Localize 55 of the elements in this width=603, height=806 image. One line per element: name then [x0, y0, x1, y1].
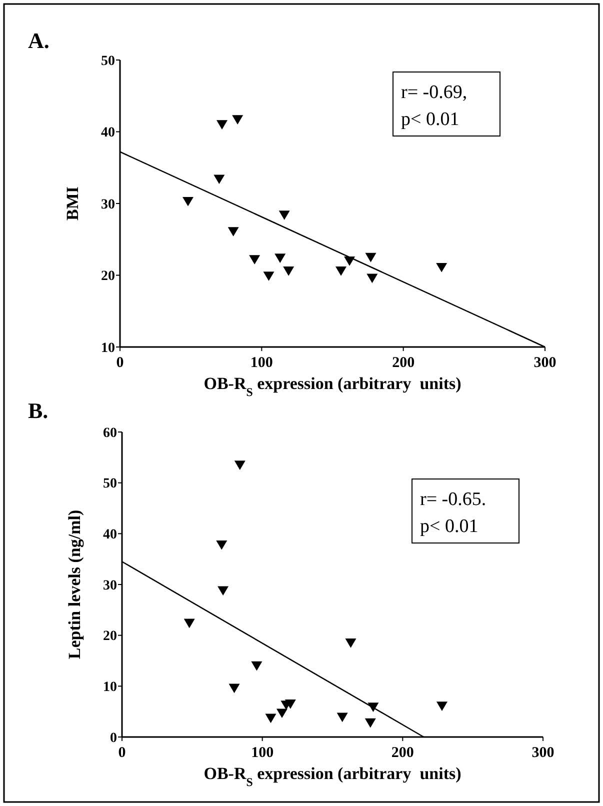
point	[345, 638, 356, 648]
point	[228, 684, 240, 694]
y-axis-title: BMI	[63, 186, 82, 220]
point	[278, 210, 290, 220]
point	[216, 120, 228, 130]
annotation: r= -0.69,	[401, 82, 468, 103]
point	[249, 255, 260, 264]
x-tick-label: 100	[250, 355, 273, 371]
point	[214, 174, 225, 184]
y-tick-label: 20	[103, 629, 117, 644]
point	[232, 115, 244, 124]
point	[265, 714, 276, 724]
y-tick-label: 50	[101, 54, 115, 69]
point	[336, 266, 346, 276]
y-tick-label: 50	[103, 476, 117, 492]
y-axis-title: Leptin levels (ng/ml)	[65, 510, 84, 660]
x-tick-label: 200	[392, 355, 415, 371]
y-tick-label: 40	[103, 528, 117, 543]
point	[366, 274, 378, 284]
point	[216, 540, 228, 550]
x-tick-label: 300	[534, 355, 556, 371]
point	[251, 661, 262, 671]
y-tick-label: 30	[103, 578, 117, 594]
x-tick-label: 300	[532, 745, 554, 761]
x-tick-label: 200	[391, 745, 414, 761]
y-tick-label: 10	[103, 680, 117, 696]
point	[218, 586, 229, 596]
x-axis-title: OB-R$_{S}$ expression (arbitrary units)	[204, 764, 462, 789]
point	[263, 272, 274, 281]
point	[336, 712, 348, 722]
y-tick-label: 10	[101, 340, 115, 356]
point	[234, 460, 246, 470]
x-tick-label: 100	[251, 745, 274, 761]
y-tick-label: 20	[101, 269, 115, 284]
point	[276, 708, 288, 718]
point	[184, 618, 195, 628]
point	[365, 252, 376, 262]
point	[274, 254, 286, 263]
y-tick-label: 30	[101, 197, 115, 212]
point	[182, 196, 194, 206]
point	[364, 718, 376, 728]
y-tick-label: 60	[103, 426, 117, 441]
y-tick-label: 40	[101, 126, 115, 141]
point	[436, 702, 448, 711]
point	[284, 700, 296, 709]
point	[436, 262, 448, 272]
point	[228, 227, 239, 236]
annotation: r= -0.65.	[420, 489, 486, 510]
chart-title: B.	[28, 398, 48, 423]
x-axis-title: OB-R$_{S}$ expression (arbitrary units)	[204, 374, 462, 399]
annotation: p< 0.01	[401, 109, 460, 130]
y-tick-label: 0	[110, 730, 117, 746]
point	[283, 266, 294, 276]
chart-title: A.	[28, 28, 50, 53]
annotation: p< 0.01	[420, 516, 478, 537]
